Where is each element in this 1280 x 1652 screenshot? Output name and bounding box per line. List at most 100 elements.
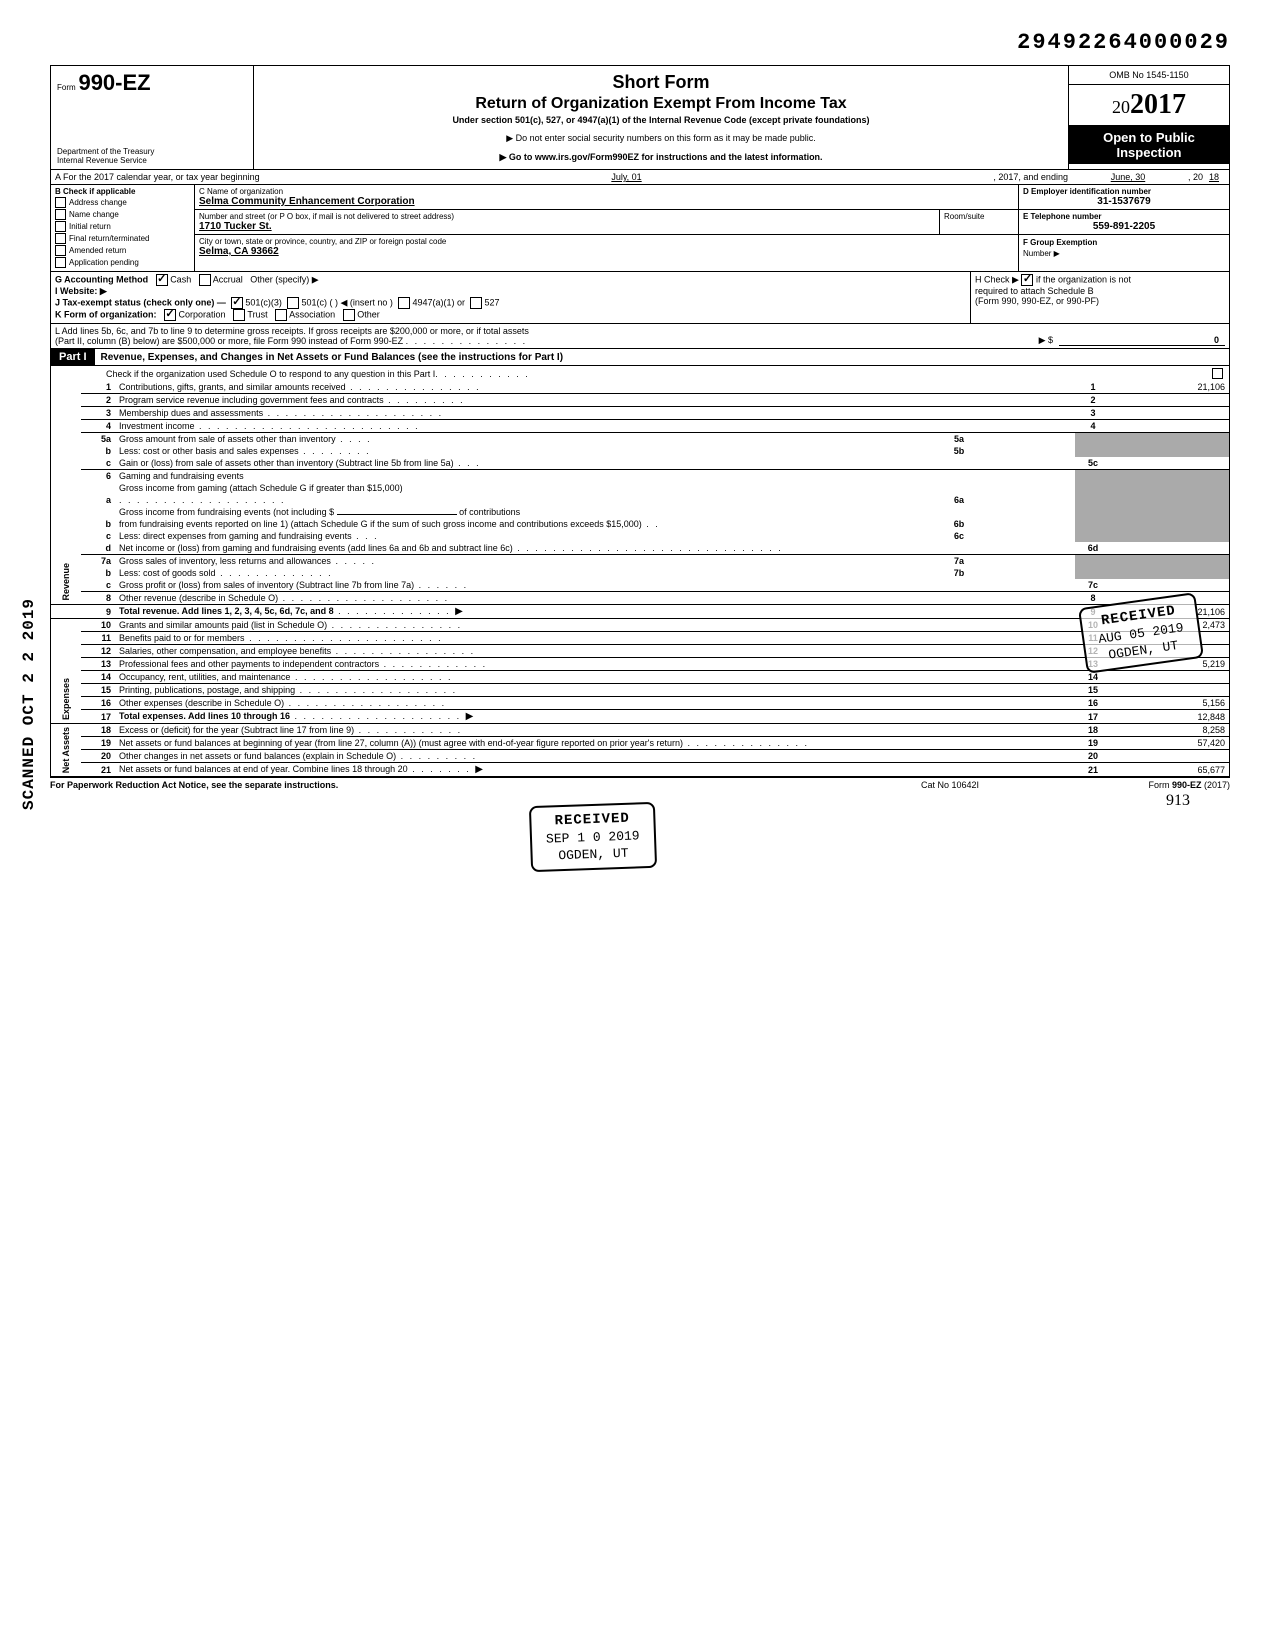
part1-dots: . . . . . . . . . . . <box>435 369 530 379</box>
ln16-val: 5,156 <box>1111 697 1230 710</box>
ln9-num: 9 <box>81 605 115 619</box>
lines-table: Revenue 1 Contributions, gifts, grants, … <box>50 381 1230 777</box>
ln15-box: 15 <box>1075 684 1111 697</box>
street-value: 1710 Tucker St. <box>199 221 935 232</box>
ln6a-num: a <box>81 482 115 506</box>
ln7a-mini: 7a <box>941 555 977 568</box>
chk-assoc[interactable] <box>275 309 287 321</box>
chk-initial[interactable] <box>55 221 66 232</box>
opt-cash: Cash <box>170 274 191 284</box>
lbl-pending: Application pending <box>69 258 139 267</box>
chk-trust[interactable] <box>233 309 245 321</box>
row-h-l4: (Form 990, 990-EZ, or 990-PF) <box>975 296 1099 306</box>
ln5-shadeval <box>1111 433 1230 458</box>
opt-trust: Trust <box>247 309 267 319</box>
chk-schedule-o[interactable] <box>1212 368 1223 379</box>
document-number: 29492264000029 <box>50 30 1230 55</box>
chk-527[interactable] <box>470 297 482 309</box>
chk-h[interactable] <box>1021 274 1033 286</box>
chk-corp[interactable] <box>164 309 176 321</box>
handwrite-913: 913 <box>1166 792 1190 810</box>
col-d: D Employer identification number 31-1537… <box>1019 185 1229 210</box>
ln6-desc: Gaming and fundraising events <box>115 470 1075 483</box>
row-a-y2v: 18 <box>1203 172 1225 182</box>
ln17-num: 17 <box>81 710 115 724</box>
ln4-desc: Investment income . . . . . . . . . . . … <box>115 420 1075 433</box>
ln18-num: 18 <box>81 724 115 737</box>
ln6d-text: Net income or (loss) from gaming and fun… <box>119 543 513 553</box>
part1-sub-text: Check if the organization used Schedule … <box>106 369 435 379</box>
lbl-amended: Amended return <box>69 246 126 255</box>
col-c-street: Number and street (or P O box, if mail i… <box>195 210 939 234</box>
ln9-text: Total revenue. Add lines 1, 2, 3, 4, 5c,… <box>119 606 334 616</box>
stamp2-loc: OGDEN, UT <box>546 845 640 863</box>
row-l-text: L Add lines 5b, 6c, and 7b to line 9 to … <box>55 326 1033 346</box>
ln6-shadeval <box>1111 470 1230 531</box>
ln13-text: Professional fees and other payments to … <box>119 659 379 669</box>
chk-amended[interactable] <box>55 245 66 256</box>
org-name-label: C Name of organization <box>199 187 1014 196</box>
ln7b-minival <box>977 567 1075 579</box>
chk-final[interactable] <box>55 233 66 244</box>
chk-501c3[interactable] <box>231 297 243 309</box>
ln16-num: 16 <box>81 697 115 710</box>
col-c-name: C Name of organization Selma Community E… <box>195 185 1018 210</box>
chk-cash[interactable] <box>156 274 168 286</box>
ln6b-text3: from fundraising events reported on line… <box>119 519 642 529</box>
ln7-shadeval <box>1111 555 1230 580</box>
row-a-y2: , 20 <box>1188 172 1203 182</box>
header-left: Form 990-EZ Department of the Treasury I… <box>51 66 254 169</box>
chk-other-org[interactable] <box>343 309 355 321</box>
chk-accrual[interactable] <box>199 274 211 286</box>
ln7-shade <box>1075 555 1111 580</box>
phone-label: E Telephone number <box>1023 212 1225 221</box>
row-a-end: June, 30 <box>1068 172 1188 182</box>
ln10-text: Grants and similar amounts paid (list in… <box>119 620 327 630</box>
ln3-val <box>1111 407 1230 420</box>
row-l-dots: . . . . . . . . . . . . . . <box>406 336 528 346</box>
ln14-desc: Occupancy, rent, utilities, and maintena… <box>115 671 1075 684</box>
ln1-val: 21,106 <box>1111 381 1230 394</box>
part1-title: Revenue, Expenses, and Changes in Net As… <box>95 350 1229 365</box>
ln6c-minival <box>977 530 1075 542</box>
part1-badge: Part I <box>51 349 95 365</box>
ln8-text: Other revenue (describe in Schedule O) <box>119 593 278 603</box>
chk-501c[interactable] <box>287 297 299 309</box>
chk-4947[interactable] <box>398 297 410 309</box>
ln5a-mini: 5a <box>941 433 977 446</box>
ln6a-text: Gross income from gaming (attach Schedul… <box>119 483 403 493</box>
lbl-address: Address change <box>69 198 127 207</box>
ln12-desc: Salaries, other compensation, and employ… <box>115 645 1075 658</box>
ln20-num: 20 <box>81 750 115 763</box>
ln5c-box: 5c <box>1075 457 1111 470</box>
ln20-box: 20 <box>1075 750 1111 763</box>
ln6b-mini: 6b <box>941 518 977 530</box>
form-container: 29492264000029 Form 990-EZ Department of… <box>50 30 1230 790</box>
ln6d-box: 6d <box>1075 542 1111 555</box>
street-label: Number and street (or P O box, if mail i… <box>199 212 935 221</box>
ln9-desc: Total revenue. Add lines 1, 2, 3, 4, 5c,… <box>115 605 1075 619</box>
chk-name[interactable] <box>55 209 66 220</box>
ln1-desc: Contributions, gifts, grants, and simila… <box>115 381 1075 394</box>
ln6b-desc2: from fundraising events reported on line… <box>115 518 941 530</box>
ln21-val: 65,677 <box>1111 763 1230 777</box>
ln17-text: Total expenses. Add lines 10 through 16 <box>119 711 290 721</box>
ln12-text: Salaries, other compensation, and employ… <box>119 646 331 656</box>
ln3-text: Membership dues and assessments <box>119 408 263 418</box>
group-number-label: Number ▶ <box>1023 249 1060 258</box>
row-k-label: K Form of organization: <box>55 309 157 319</box>
ln5a-num: 5a <box>81 433 115 446</box>
ghijk-left: G Accounting Method Cash Accrual Other (… <box>51 272 970 323</box>
ln19-num: 19 <box>81 737 115 750</box>
chk-address[interactable] <box>55 197 66 208</box>
city-label: City or town, state or province, country… <box>199 237 1014 246</box>
side-expenses: Expenses <box>51 619 82 724</box>
row-l-arrow: ▶ $ <box>1033 335 1059 346</box>
ein-value: 31-1537679 <box>1023 196 1225 207</box>
form-name: 990-EZ <box>78 70 150 95</box>
chk-pending[interactable] <box>55 257 66 268</box>
side-exp-text: Expenses <box>61 678 71 720</box>
ln4-val <box>1111 420 1230 433</box>
opt-assoc: Association <box>289 309 335 319</box>
ln14-val <box>1111 671 1230 684</box>
